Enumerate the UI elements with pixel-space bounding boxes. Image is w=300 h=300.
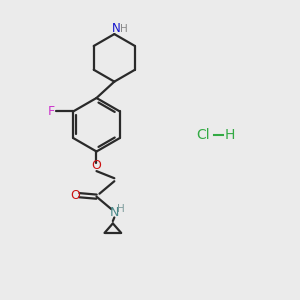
Text: O: O bbox=[70, 189, 80, 202]
Text: Cl: Cl bbox=[197, 128, 210, 142]
Text: H: H bbox=[120, 24, 128, 34]
Text: H: H bbox=[225, 128, 236, 142]
Text: O: O bbox=[92, 159, 101, 172]
Text: F: F bbox=[48, 105, 55, 118]
Text: N: N bbox=[110, 206, 119, 219]
Text: N: N bbox=[112, 22, 121, 35]
Text: H: H bbox=[117, 204, 125, 214]
